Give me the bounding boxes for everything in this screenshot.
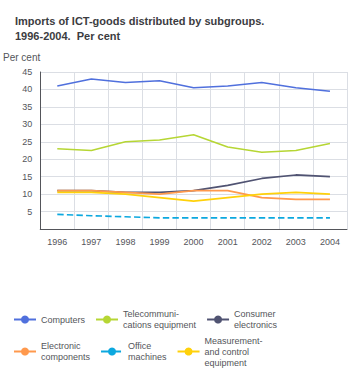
svg-text:Imports of ICT-goods distribut: Imports of ICT-goods distributed by subg… [15,15,264,27]
svg-text:5: 5 [27,207,32,217]
svg-text:cations equipment: cations equipment [123,320,197,330]
svg-text:25: 25 [22,137,32,147]
svg-text:Per cent: Per cent [3,52,40,63]
svg-text:35: 35 [22,102,32,112]
svg-text:2000: 2000 [184,237,204,247]
svg-text:Measurement-: Measurement- [205,336,263,346]
svg-text:Office: Office [128,341,151,351]
svg-text:40: 40 [22,84,32,94]
svg-text:45: 45 [22,67,32,77]
svg-text:and control: and control [205,347,250,357]
svg-text:equipment: equipment [205,358,248,368]
svg-text:30: 30 [22,119,32,129]
svg-text:20: 20 [22,154,32,164]
svg-text:2001: 2001 [218,237,238,247]
svg-text:10: 10 [22,189,32,199]
svg-text:2003: 2003 [286,237,306,247]
svg-text:1996-2004. Per cent: 1996-2004. Per cent [15,30,121,42]
svg-text:electronics: electronics [234,320,278,330]
svg-text:Telecommuni-: Telecommuni- [123,309,179,319]
svg-text:1999: 1999 [150,237,170,247]
svg-text:1998: 1998 [115,237,135,247]
svg-text:15: 15 [22,172,32,182]
svg-text:Consumer: Consumer [234,309,276,319]
svg-text:2002: 2002 [252,237,272,247]
svg-text:1997: 1997 [81,237,101,247]
svg-text:1996: 1996 [47,237,67,247]
svg-text:components: components [41,352,91,362]
svg-text:2004: 2004 [320,237,340,247]
svg-text:Electronic: Electronic [41,341,81,351]
svg-text:Computers: Computers [41,315,86,325]
svg-text:machines: machines [128,352,167,362]
